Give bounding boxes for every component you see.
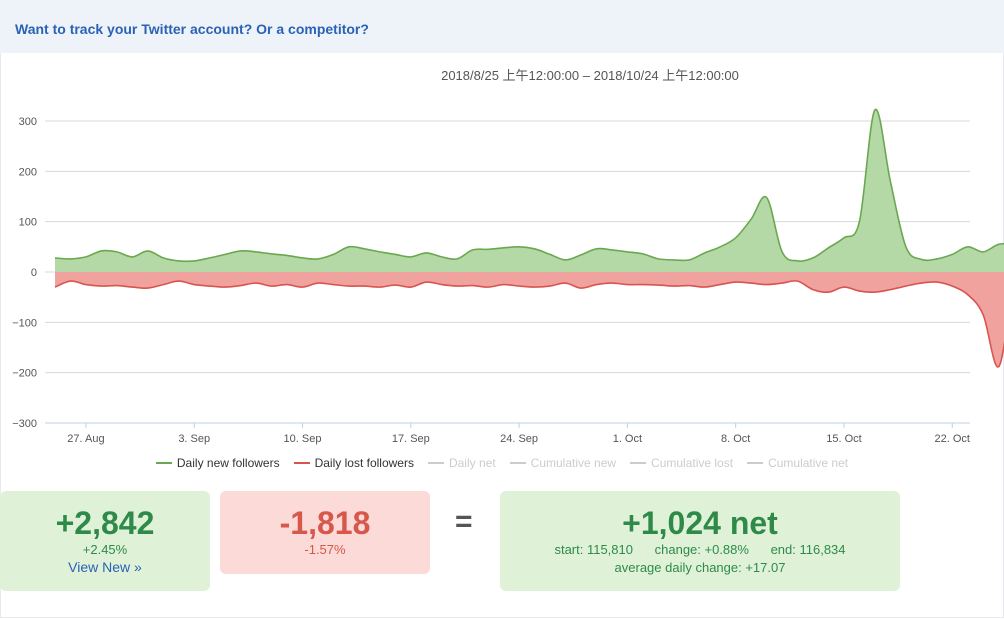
x-tick-label: 15. Oct [826,433,861,445]
x-tick-label: 3. Sep [178,433,210,445]
legend-item-cumulative-new[interactable]: Cumulative new [509,456,617,470]
y-tick-label: 0 [31,267,37,279]
legend-item-cumulative-lost[interactable]: Cumulative lost [630,456,733,470]
y-tick-label: 300 [19,116,37,128]
x-tick-label: 24. Sep [500,433,538,445]
daily-new-followers-line [54,108,1004,263]
legend-item-daily-net[interactable]: Daily net [427,456,496,470]
new-followers-percent: +2.45% [82,542,128,557]
daily-lost-followers-area [55,272,1004,367]
daily-new-followers-area [55,109,1004,272]
net-end: end: 116,834 [770,542,846,557]
x-tick-label: 22. Oct [935,433,970,445]
y-tick-label: −100 [12,317,37,329]
daily-lost-followers-line [54,280,1004,368]
net-stats-line: start: 115,810 change: +0.88% end: 116,8… [500,541,900,559]
equals-sign: = [455,505,473,538]
net-change: change: +0.88% [654,542,749,557]
y-tick-label: 200 [19,166,37,178]
legend-label: Daily lost followers [314,456,414,470]
legend-label: Cumulative new [530,456,617,470]
y-tick-label: −200 [12,368,37,380]
legend-item-cumulative-net[interactable]: Cumulative net [747,456,848,470]
followers-chart: 300 200 100 0 −100 −200 −300 27. Aug 3. Sep 10. S… [12,108,1004,445]
net-followers-value: +1,024 net [622,505,778,541]
x-tick-label: 27. Aug [67,433,104,445]
y-tick-label: 100 [19,217,37,229]
lost-followers-percent: -1.57% [304,542,346,557]
chart-legend: Daily new followers Daily lost followers D… [0,456,1004,470]
legend-label: Daily new followers [176,456,280,470]
legend-item-daily-new-followers[interactable]: Daily new followers [155,456,280,470]
x-tick-label: 10. Sep [284,433,322,445]
new-followers-value: +2,842 [55,505,155,541]
legend-item-daily-lost-followers[interactable]: Daily lost followers [293,456,414,470]
promo-banner: Want to track your Twitter account? Or a… [0,0,1004,53]
legend-label: Cumulative lost [651,456,734,470]
lost-followers-card: -1,818 -1.57% [220,491,430,574]
chart-subtitle: 2018/8/25 上午12:00:00 – 2018/10/24 上午12:0… [441,68,739,83]
net-followers-card: +1,024 net start: 115,810 change: +0.88%… [500,491,900,591]
legend-label: Cumulative net [768,456,849,470]
x-tick-label: 1. Oct [613,433,642,445]
new-followers-card: +2,842 +2.45% View New » [0,491,210,591]
net-start: start: 115,810 [554,542,633,557]
y-tick-label: −300 [12,418,37,430]
legend-swatch [155,462,172,464]
legend-swatch [293,462,310,464]
legend-swatch [630,462,647,464]
net-average: average daily change: +17.07 [614,560,786,575]
x-tick-label: 8. Oct [721,433,750,445]
promo-banner-text[interactable]: Want to track your Twitter account? Or a… [15,21,369,37]
view-new-link[interactable]: View New » [68,559,142,575]
legend-label: Daily net [448,456,496,470]
legend-swatch [427,462,444,464]
lost-followers-value: -1,818 [279,505,371,541]
legend-swatch [747,462,764,464]
x-tick-label: 17. Sep [392,433,430,445]
legend-swatch [509,462,526,464]
